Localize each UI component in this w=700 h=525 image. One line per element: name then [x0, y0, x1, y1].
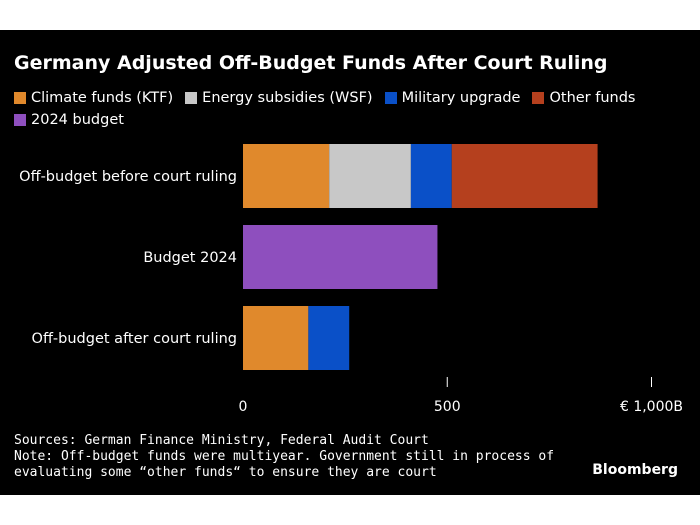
x-tick-label: € 1,000B — [620, 399, 683, 415]
legend-item-2: Military upgrade — [384, 88, 521, 108]
legend-swatch — [185, 92, 198, 104]
legend-label: Other funds — [549, 90, 636, 106]
x-tick-label: 500 — [434, 399, 461, 415]
bar-segment — [451, 144, 598, 208]
legend-swatch — [14, 92, 26, 104]
legend-swatch — [384, 92, 397, 104]
legend-label: Military upgrade — [401, 90, 521, 106]
category-label: Budget 2024 — [143, 250, 237, 266]
chart-title: Germany Adjusted Off-Budget Funds After … — [14, 52, 608, 74]
category-label: Off-budget before court ruling — [19, 169, 237, 185]
footnote: Sources: German Finance Ministry, Federa… — [14, 433, 554, 481]
bar-chart: Off-budget before court ruling Budget 202… — [19, 144, 683, 415]
bar-segment — [410, 144, 452, 208]
category-label: Off-budget after court ruling — [32, 331, 237, 347]
legend-item-1: Energy subsidies (WSF) — [185, 88, 373, 108]
x-tick-label: 0 — [239, 399, 248, 415]
bar-segment — [243, 225, 438, 289]
bloomberg-logo: Bloomberg — [592, 462, 678, 478]
legend: Climate funds (KTF) Energy subsidies (WSF… — [14, 88, 674, 132]
bar-segment — [308, 306, 350, 370]
legend-label: 2024 budget — [31, 112, 124, 128]
legend-item-3: Other funds — [532, 88, 636, 108]
bar-segment — [329, 144, 411, 208]
footnote-note-line-2: evaluating some “other funds“ to ensure … — [14, 465, 437, 480]
legend-swatch — [532, 92, 545, 104]
footnote-sources: Sources: German Finance Ministry, Federa… — [14, 433, 429, 448]
legend-swatch — [14, 114, 26, 126]
legend-label: Energy subsidies (WSF) — [202, 90, 373, 106]
legend-item-0: Climate funds (KTF) — [14, 88, 173, 108]
bar-segment — [243, 144, 330, 208]
legend-label: Climate funds (KTF) — [31, 90, 174, 106]
footnote-note-line-1: Note: Off-budget funds were multiyear. G… — [14, 449, 555, 464]
legend-item-4: 2024 budget — [14, 110, 124, 130]
bar-segment — [243, 306, 309, 370]
